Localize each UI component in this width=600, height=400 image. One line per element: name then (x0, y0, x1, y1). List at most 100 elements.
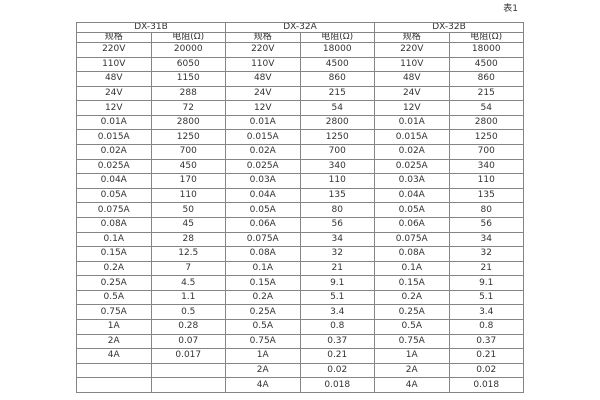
spec-cell: 0.08A (76, 216, 152, 233)
table-header: DX-31B DX-32A DX-32B 规格 电阻(Ω) 规格 电阻(Ω) 规… (76, 22, 524, 43)
resistance-cell: 135 (448, 187, 524, 204)
resistance-cell: 110 (448, 173, 524, 189)
col-header-resistance-dx31b: 电阻(Ω) (150, 32, 226, 43)
resistance-cell: 32 (299, 246, 375, 262)
resistance-cell: 110 (299, 173, 375, 189)
resistance-cell: 0.8 (448, 318, 524, 335)
spec-cell: 0.5A (76, 289, 152, 306)
resistance-cell (150, 377, 226, 393)
resistance-cell: 20000 (150, 42, 226, 58)
resistance-cell: 54 (448, 100, 524, 116)
table-row: 0.75A 0.5 0.25A 3.4 0.25A 3.4 (76, 304, 524, 320)
resistance-cell: 860 (299, 71, 375, 87)
table-row: 4A 0.018 4A 0.018 (76, 377, 524, 393)
resistance-cell: 170 (150, 173, 226, 189)
spec-cell: 0.05A (374, 202, 450, 218)
spec-cell: 0.5A (225, 318, 301, 335)
spec-cell: 0.01A (225, 114, 301, 131)
resistance-cell: 45 (150, 216, 226, 233)
spec-cell: 1A (76, 318, 152, 335)
resistance-cell: 5.1 (448, 289, 524, 306)
spec-cell: 0.04A (76, 173, 152, 189)
table-caption: 表1 (503, 4, 518, 14)
spec-cell: 0.03A (374, 173, 450, 189)
spec-cell: 4A (76, 348, 152, 364)
spec-cell: 1A (225, 348, 301, 364)
table-row: 110V 6050 110V 4500 110V 4500 (76, 56, 524, 73)
resistance-cell: 0.28 (150, 318, 226, 335)
resistance-cell: 0.5 (150, 304, 226, 320)
resistance-cell: 4500 (448, 56, 524, 73)
spec-cell: 0.2A (225, 289, 301, 306)
spec-cell: 4A (374, 377, 450, 393)
spec-cell: 0.75A (225, 333, 301, 350)
spec-cell: 0.02A (76, 144, 152, 160)
spec-cell: 24V (76, 85, 152, 102)
spec-cell: 0.075A (76, 202, 152, 218)
spec-cell: 12V (374, 100, 450, 116)
spec-cell: 0.02A (374, 144, 450, 160)
resistance-cell: 0.018 (448, 377, 524, 393)
spec-cell: 1A (374, 348, 450, 364)
resistance-cell: 700 (150, 144, 226, 160)
resistance-cell: 21 (299, 260, 375, 277)
resistance-cell: 56 (448, 216, 524, 233)
spec-cell: 0.15A (225, 275, 301, 291)
table-row: 2A 0.07 0.75A 0.37 0.75A 0.37 (76, 333, 524, 350)
resistance-cell: 2800 (448, 114, 524, 131)
spec-cell: 220V (225, 42, 301, 58)
spec-cell: 110V (76, 56, 152, 73)
resistance-spec-table: DX-31B DX-32A DX-32B 规格 电阻(Ω) 规格 电阻(Ω) 规… (76, 22, 524, 393)
resistance-cell: 700 (299, 144, 375, 160)
spec-cell: 0.15A (76, 246, 152, 262)
spec-cell: 0.25A (374, 304, 450, 320)
spec-cell: 0.1A (225, 260, 301, 277)
resistance-cell: 3.4 (448, 304, 524, 320)
resistance-cell: 215 (448, 85, 524, 102)
resistance-cell: 288 (150, 85, 226, 102)
resistance-cell: 0.07 (150, 333, 226, 350)
resistance-cell: 0.02 (299, 362, 375, 379)
table-row: 0.04A 170 0.03A 110 0.03A 110 (76, 173, 524, 189)
resistance-cell: 50 (150, 202, 226, 218)
resistance-cell: 0.018 (299, 377, 375, 393)
resistance-cell: 0.02 (448, 362, 524, 379)
resistance-cell: 18000 (299, 42, 375, 58)
resistance-cell: 56 (299, 216, 375, 233)
spec-cell: 4A (225, 377, 301, 393)
spec-cell (76, 377, 152, 393)
table-row: 0.075A 50 0.05A 80 0.05A 80 (76, 202, 524, 218)
table-row: 48V 1150 48V 860 48V 860 (76, 71, 524, 87)
resistance-cell: 215 (299, 85, 375, 102)
resistance-cell: 3.4 (299, 304, 375, 320)
table-row: 0.025A 450 0.025A 340 0.025A 340 (76, 158, 524, 175)
resistance-cell: 450 (150, 158, 226, 175)
resistance-cell: 18000 (448, 42, 524, 58)
spec-cell: 0.06A (225, 216, 301, 233)
resistance-cell: 6050 (150, 56, 226, 73)
resistance-cell: 1150 (150, 71, 226, 87)
resistance-cell: 1.1 (150, 289, 226, 306)
spec-cell: 0.05A (76, 187, 152, 204)
spec-cell: 0.2A (374, 289, 450, 306)
spec-cell: 110V (225, 56, 301, 73)
spec-cell: 0.02A (225, 144, 301, 160)
resistance-cell: 54 (299, 100, 375, 116)
spec-cell: 0.04A (225, 187, 301, 204)
spec-cell: 0.15A (374, 275, 450, 291)
resistance-cell: 0.017 (150, 348, 226, 364)
resistance-cell: 12.5 (150, 246, 226, 262)
spec-cell: 0.25A (225, 304, 301, 320)
resistance-cell: 2800 (299, 114, 375, 131)
col-header-spec-dx32a: 规格 (225, 32, 301, 43)
spec-cell: 0.75A (374, 333, 450, 350)
spec-cell: 220V (76, 42, 152, 58)
spec-cell: 0.025A (76, 158, 152, 175)
spec-cell: 0.01A (76, 114, 152, 131)
spec-cell (76, 362, 152, 379)
spec-cell: 220V (374, 42, 450, 58)
spec-cell: 0.06A (374, 216, 450, 233)
table-row: 0.015A 1250 0.015A 1250 0.015A 1250 (76, 129, 524, 146)
table-row: 12V 72 12V 54 12V 54 (76, 100, 524, 116)
resistance-cell: 80 (299, 202, 375, 218)
